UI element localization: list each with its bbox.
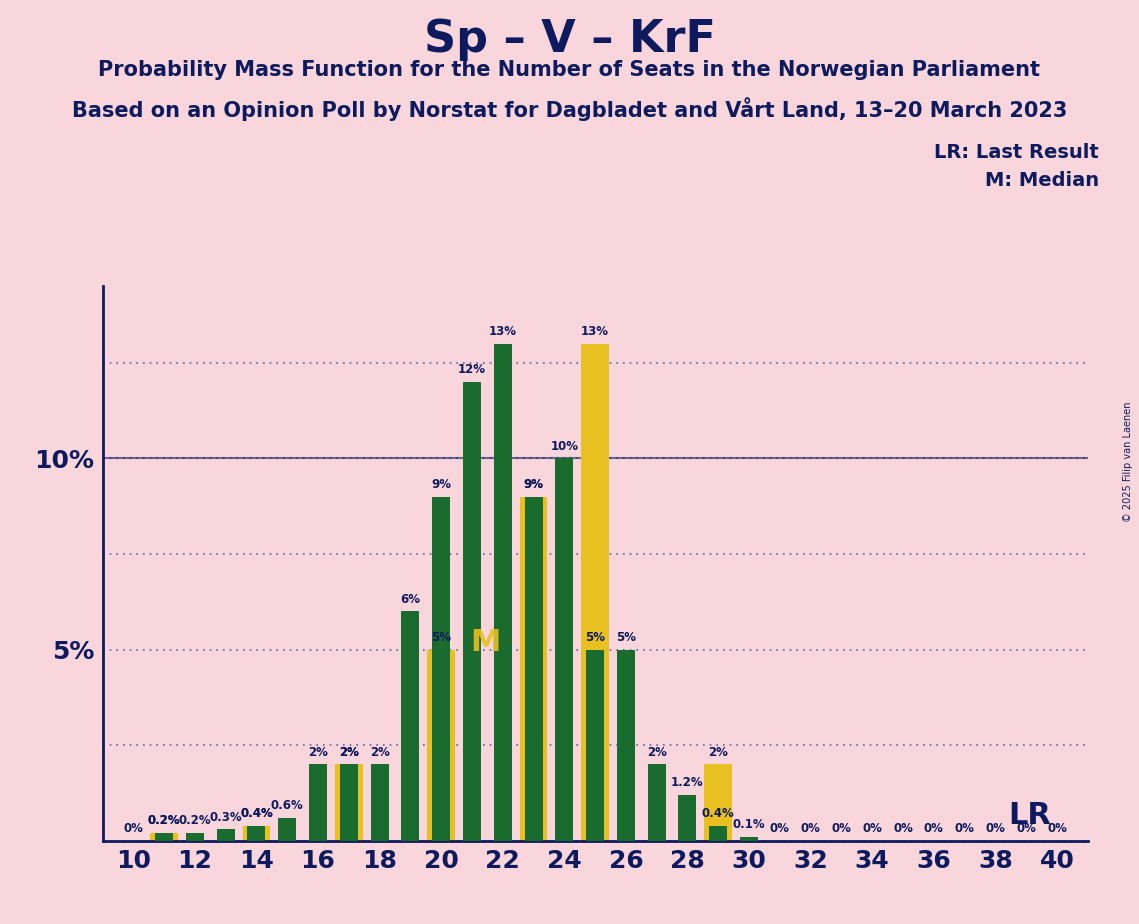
Text: LR: Last Result: LR: Last Result [934, 143, 1099, 163]
Text: 2%: 2% [647, 746, 666, 759]
Text: M: Median: M: Median [985, 171, 1099, 190]
Bar [462, 382, 481, 841]
Text: 0.2%: 0.2% [179, 814, 211, 828]
Text: 0%: 0% [1016, 822, 1036, 835]
Text: M: M [470, 627, 501, 657]
Text: 0%: 0% [1047, 822, 1067, 835]
Text: 13%: 13% [489, 325, 517, 338]
Bar [617, 650, 634, 841]
Bar [216, 830, 235, 841]
Bar [155, 833, 173, 841]
Text: 5%: 5% [616, 631, 636, 644]
Text: 0%: 0% [123, 822, 144, 835]
Bar [556, 458, 573, 841]
Text: 2%: 2% [370, 746, 390, 759]
Bar [493, 344, 511, 841]
Text: 9%: 9% [524, 478, 543, 491]
Text: 0%: 0% [831, 822, 851, 835]
Text: © 2025 Filip van Laenen: © 2025 Filip van Laenen [1123, 402, 1133, 522]
Bar [704, 764, 732, 841]
Text: 5%: 5% [585, 631, 605, 644]
Bar [648, 764, 665, 841]
Text: 13%: 13% [581, 325, 609, 338]
Bar [519, 497, 548, 841]
Bar [401, 612, 419, 841]
Text: Sp – V – KrF: Sp – V – KrF [424, 18, 715, 62]
Text: 0.6%: 0.6% [271, 799, 304, 812]
Bar [339, 764, 358, 841]
Bar [309, 764, 327, 841]
Text: LR: LR [1008, 801, 1051, 831]
Bar [427, 650, 456, 841]
Text: 0.3%: 0.3% [210, 810, 241, 823]
Bar [432, 497, 450, 841]
Text: 1.2%: 1.2% [671, 776, 704, 789]
Text: 2%: 2% [339, 746, 359, 759]
Bar [710, 825, 728, 841]
Bar [587, 650, 604, 841]
Text: 9%: 9% [524, 478, 543, 491]
Text: 2%: 2% [308, 746, 328, 759]
Text: 0%: 0% [985, 822, 1006, 835]
Text: 0%: 0% [954, 822, 975, 835]
Text: 0.4%: 0.4% [240, 807, 273, 820]
Text: 0%: 0% [924, 822, 944, 835]
Text: 0%: 0% [770, 822, 789, 835]
Text: 12%: 12% [458, 363, 486, 376]
Text: 5%: 5% [432, 631, 451, 644]
Text: 0%: 0% [862, 822, 883, 835]
Text: 0.1%: 0.1% [732, 819, 765, 832]
Bar [581, 344, 609, 841]
Text: Based on an Opinion Poll by Norstat for Dagbladet and Vårt Land, 13–20 March 202: Based on an Opinion Poll by Norstat for … [72, 97, 1067, 121]
Bar [243, 825, 270, 841]
Bar [247, 825, 265, 841]
Bar [525, 497, 542, 841]
Text: 9%: 9% [432, 478, 451, 491]
Text: 6%: 6% [401, 592, 420, 606]
Bar [740, 837, 759, 841]
Text: 0.2%: 0.2% [148, 814, 180, 828]
Bar [370, 764, 388, 841]
Text: 2%: 2% [339, 746, 359, 759]
Text: 10%: 10% [550, 440, 579, 453]
Bar [679, 795, 697, 841]
Text: 0.4%: 0.4% [240, 807, 273, 820]
Bar [186, 833, 204, 841]
Text: 0.4%: 0.4% [702, 807, 735, 820]
Text: Probability Mass Function for the Number of Seats in the Norwegian Parliament: Probability Mass Function for the Number… [98, 60, 1041, 80]
Text: 2%: 2% [708, 746, 728, 759]
Bar [278, 818, 296, 841]
Bar [335, 764, 362, 841]
Bar [150, 833, 178, 841]
Text: 0%: 0% [893, 822, 913, 835]
Text: 0%: 0% [801, 822, 820, 835]
Text: 0.2%: 0.2% [148, 814, 180, 828]
